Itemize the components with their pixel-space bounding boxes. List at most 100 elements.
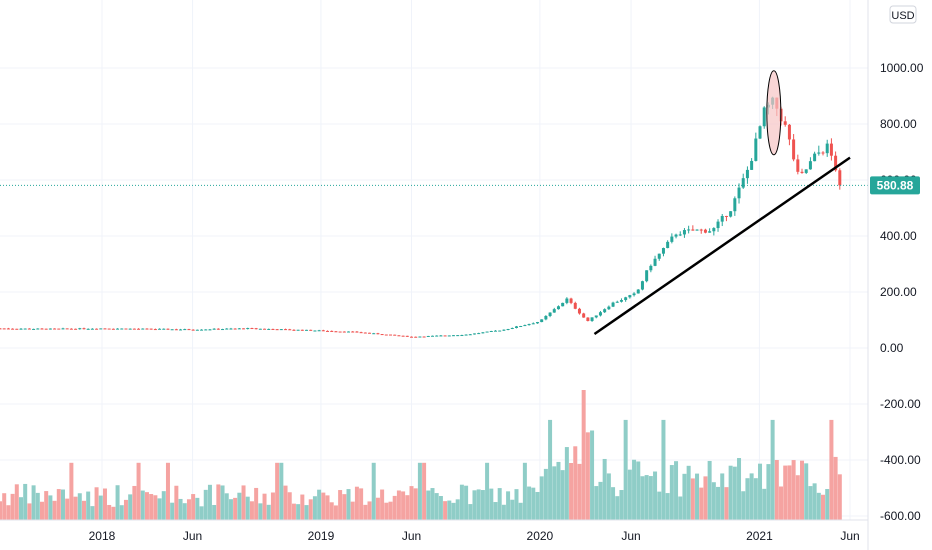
volume-bar [640,476,645,520]
candle-body [271,328,275,330]
candle-body [817,152,821,154]
volume-bar [791,460,796,520]
volume-bar [44,491,49,520]
volume-bar [514,489,519,520]
candle-body [6,328,10,330]
volume-bar [132,485,137,520]
volume-bar [258,503,263,520]
volume-bar [388,501,393,520]
volume-bar [115,485,120,520]
candle-body [405,335,409,337]
candle-body [481,332,485,334]
volume-bar [65,498,70,520]
candle-body [288,329,292,331]
volume-bar [510,499,515,520]
support-trendline [593,156,851,336]
candle-body [103,328,107,330]
volume-bar [699,487,704,520]
candle-body [149,328,153,330]
candle-body [116,328,120,330]
candle-body [745,169,749,179]
volume-bar [594,486,599,520]
volume-bar [14,484,19,520]
volume-bar [342,494,347,520]
candle-body [410,336,414,338]
candle-body [338,331,342,333]
y-tick-label: 400.00 [880,229,917,243]
candle-body [519,326,523,328]
candle-body [661,248,665,254]
candle-body [183,329,187,331]
candle-body [237,328,241,330]
volume-bar [598,481,603,520]
volume-bar [308,499,313,520]
volume-bar [539,476,544,520]
volume-bar [770,419,775,520]
volume-bar [611,487,616,520]
candle-body [296,329,300,331]
volume-bar [485,462,490,520]
candle-body [762,107,766,127]
volume-bar [119,505,124,520]
candle-body [292,329,296,331]
volume-bar [569,463,574,520]
volume-bar [31,485,36,520]
volume-bar [312,496,317,520]
volume-bar [774,460,779,520]
candle-body [460,335,464,337]
volume-bar [275,462,280,520]
candle-body [44,328,48,330]
volume-bar [216,484,221,520]
candle-body [544,315,548,320]
volume-bar [23,483,28,520]
volume-bar [577,463,582,520]
volume-bar [6,505,11,520]
volume-bar [816,492,821,520]
volume-bar [585,432,590,520]
candle-body [225,328,229,330]
candle-body [561,302,565,307]
candle-body [510,328,514,330]
candle-body [397,335,401,337]
candle-body [443,335,447,337]
volume-bar [186,499,191,520]
candle-body [796,159,800,172]
candle-body [670,236,674,242]
candle-body [636,289,640,294]
candle-body [674,234,678,237]
candle-body [493,330,497,332]
candle-body [363,332,367,334]
volume-bar [783,465,788,520]
volume-bar [573,446,578,520]
volume-bar [430,488,435,520]
volume-bar [304,505,309,520]
candle-body [695,229,699,231]
candle-body [351,331,355,333]
volume-bar [123,499,128,520]
volume-bar [212,504,217,520]
candle-body [498,330,502,332]
volume-bar [695,473,700,520]
volume-bar [69,462,74,520]
candle-body [82,328,86,330]
candle-body [666,241,670,249]
volume-bar [636,461,641,520]
volume-bar [287,492,292,520]
volume-bar [438,496,443,520]
volume-bar [581,390,586,520]
volume-bar [665,493,670,520]
volume-bar [396,490,401,520]
volume-bar [417,462,422,520]
candle-body [0,328,2,330]
volume-bar [543,468,548,520]
volume-bar [77,493,82,520]
currency-label: USD [891,10,914,22]
candle-body [53,328,57,330]
volume-bar [237,492,242,520]
volume-bar [0,501,2,520]
volume-bar [283,485,288,520]
candle-body [514,326,518,329]
candle-body [477,333,481,335]
candle-body [628,295,632,298]
